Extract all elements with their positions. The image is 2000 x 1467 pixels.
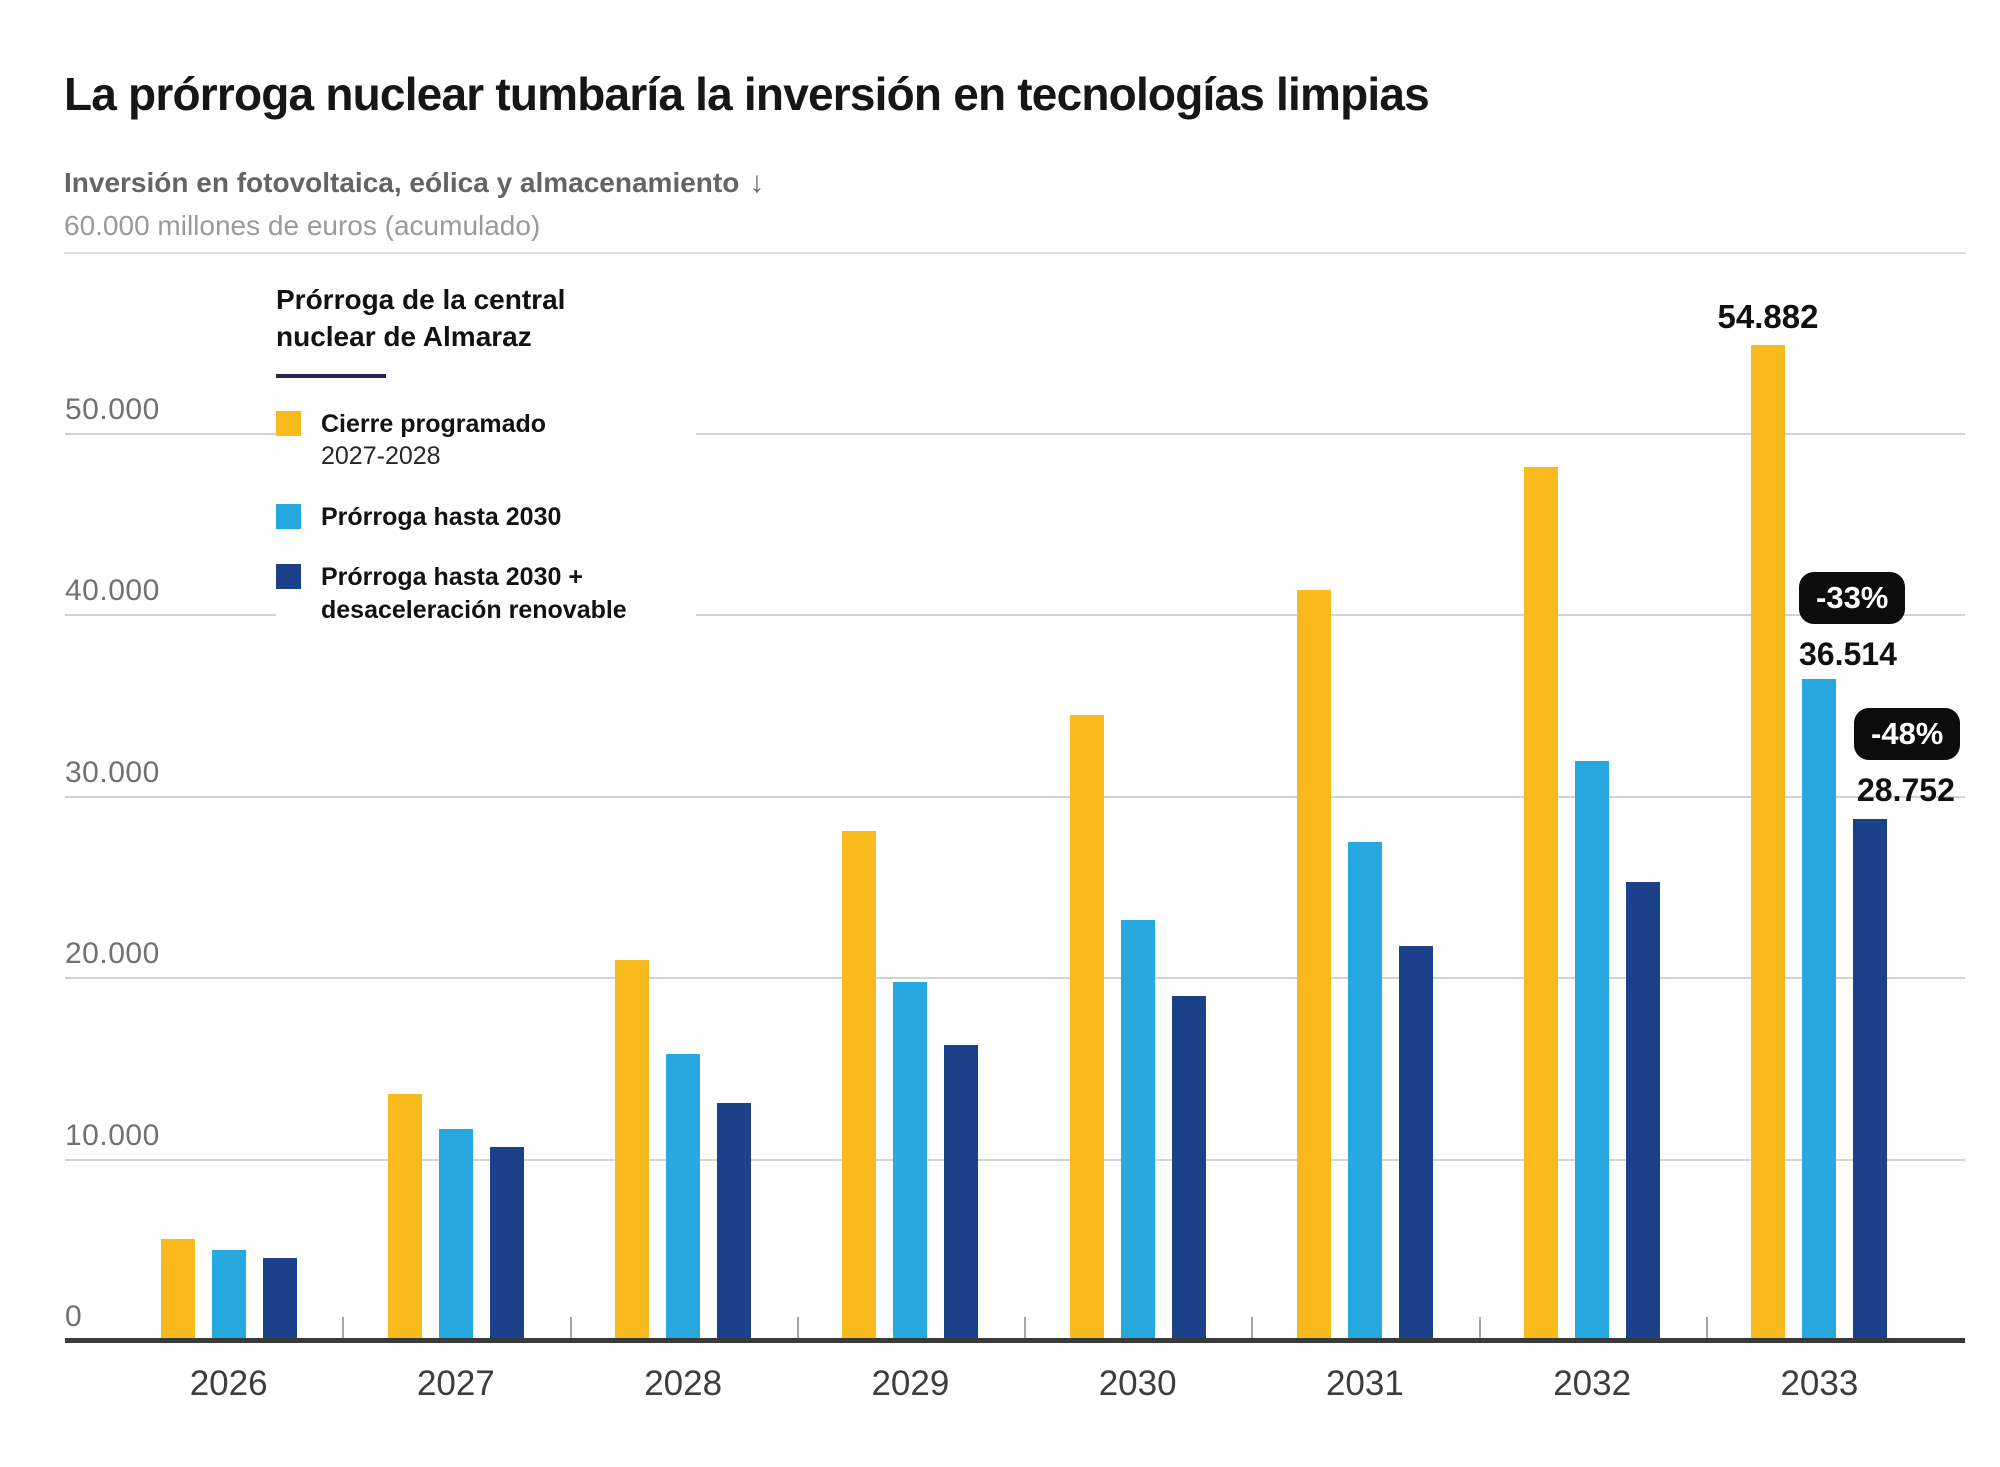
annotation-badge-minus48: -48% — [1854, 708, 1961, 760]
x-axis-label-2028: 2028 — [644, 1364, 723, 1403]
x-axis-label-2026: 2026 — [189, 1364, 268, 1403]
bar-2027-cierre-programado-2027-2028 — [387, 1094, 422, 1341]
bar-2031-cierre-programado-2027-2028 — [1296, 590, 1331, 1341]
bar-2031-pr-rroga-hasta-2030-desaceleraci-n-renovable — [1398, 946, 1433, 1341]
legend-item-label: Prórroga hasta 2030 + desaceleración ren… — [321, 563, 627, 624]
x-axis-labels: 2026 2027 2028 2029 2030 2031 2032 2033 — [115, 1364, 1933, 1404]
bar-2032-pr-rroga-hasta-2030 — [1575, 761, 1610, 1341]
arrow-down-icon: ↓ — [749, 166, 765, 199]
bar-2026-pr-rroga-hasta-2030-desaceleraci-n-renovable — [262, 1258, 297, 1341]
bar-2033-cierre-programado-2027-2028 — [1751, 345, 1786, 1341]
header-divider — [64, 252, 1966, 254]
x-axis-label-2029: 2029 — [871, 1364, 950, 1403]
gridline-10000 — [65, 1158, 1965, 1161]
bar-2030-cierre-programado-2027-2028 — [1069, 715, 1104, 1341]
annotation-peak-value: 54.882 — [1717, 298, 1819, 335]
bar-2033-pr-rroga-hasta-2030-desaceleraci-n-renovable — [1853, 819, 1888, 1341]
bar-2031-pr-rroga-hasta-2030 — [1347, 842, 1382, 1341]
x-axis-label-2030: 2030 — [1098, 1364, 1177, 1403]
gridline-30000 — [65, 795, 1965, 798]
legend-item-prorroga-2030: Prórroga hasta 2030 — [276, 501, 696, 534]
bar-group-2033 — [1706, 0, 1933, 1341]
bar-2028-pr-rroga-hasta-2030 — [666, 1054, 701, 1341]
bar-group-2030 — [1024, 0, 1251, 1341]
annotation-value-28752: 28.752 — [1857, 772, 1955, 808]
axis-units-note: 60.000 millones de euros (acumulado) — [64, 210, 541, 241]
legend-underline — [276, 373, 386, 378]
bar-2029-pr-rroga-hasta-2030 — [893, 982, 928, 1341]
bar-2032-pr-rroga-hasta-2030-desaceleraci-n-renovable — [1626, 882, 1661, 1341]
bar-2027-pr-rroga-hasta-2030-desaceleraci-n-renovable — [489, 1147, 524, 1341]
gridline-40000 — [65, 614, 1965, 617]
x-axis-tick — [342, 1317, 344, 1338]
legend-swatch-yellow — [276, 410, 301, 436]
x-axis-tick — [1024, 1317, 1026, 1338]
x-axis-label-2027: 2027 — [416, 1364, 495, 1403]
annotation-value-36514: 36.514 — [1799, 636, 1897, 672]
bar-2030-pr-rroga-hasta-2030 — [1120, 920, 1155, 1341]
bar-2030-pr-rroga-hasta-2030-desaceleraci-n-renovable — [1171, 996, 1206, 1341]
y-tick-label: 10.000 — [65, 1118, 160, 1152]
x-axis-line — [65, 1338, 1965, 1343]
x-axis-tick — [1251, 1317, 1253, 1338]
bar-group-2029 — [797, 0, 1024, 1341]
bar-group-2026 — [115, 0, 342, 1341]
x-axis-label-2031: 2031 — [1325, 1364, 1404, 1403]
gridline-50000 — [65, 433, 1965, 435]
legend-item-label: Cierre programado — [321, 409, 547, 438]
bar-group-2032 — [1479, 0, 1706, 1341]
x-axis-tick — [1706, 1317, 1708, 1338]
legend-swatch-lightblue — [276, 503, 301, 529]
bar-group-2028 — [570, 0, 797, 1341]
legend-items: Cierre programado 2027-2028 Prórroga has… — [276, 408, 696, 627]
bar-group-2027 — [342, 0, 569, 1341]
legend-item-cierre-programado: Cierre programado 2027-2028 — [276, 408, 696, 473]
bar-2027-pr-rroga-hasta-2030 — [438, 1129, 473, 1341]
bar-chart — [115, 0, 1933, 1341]
bar-group-2031 — [1251, 0, 1478, 1341]
bar-2029-pr-rroga-hasta-2030-desaceleraci-n-renovable — [944, 1045, 979, 1341]
x-axis-label-2033: 2033 — [1780, 1364, 1859, 1403]
subtitle-text: Inversión en fotovoltaica, eólica y alma… — [64, 167, 740, 198]
legend-item-prorroga-desaceleracion: Prórroga hasta 2030 + desaceleración ren… — [276, 561, 696, 626]
legend-swatch-darkblue — [276, 564, 301, 590]
bar-2029-cierre-programado-2027-2028 — [842, 831, 877, 1341]
page-title: La prórroga nuclear tumbaría la inversió… — [64, 67, 1430, 120]
bar-2028-pr-rroga-hasta-2030-desaceleraci-n-renovable — [717, 1103, 752, 1341]
y-tick-label: 50.000 — [65, 393, 160, 426]
chart-subtitle: Inversión en fotovoltaica, eólica y alma… — [64, 166, 764, 200]
chart-legend: Prórroga de la central nuclear de Almara… — [276, 282, 696, 661]
y-tick-label: 20.000 — [65, 937, 160, 971]
y-tick-label: 0 — [65, 1300, 83, 1333]
y-tick-label: 40.000 — [65, 574, 160, 608]
legend-title: Prórroga de la central nuclear de Almara… — [276, 284, 566, 352]
gridline-20000 — [65, 977, 1965, 980]
bar-2032-cierre-programado-2027-2028 — [1524, 467, 1559, 1341]
x-axis-tick — [797, 1317, 799, 1338]
annotation-badge-minus33: -33% — [1799, 572, 1906, 624]
bar-2026-pr-rroga-hasta-2030 — [211, 1250, 246, 1341]
bar-2028-cierre-programado-2027-2028 — [615, 960, 650, 1341]
legend-item-label: Prórroga hasta 2030 — [321, 502, 562, 531]
bar-2033-pr-rroga-hasta-2030 — [1802, 679, 1837, 1341]
x-axis-tick — [570, 1317, 572, 1338]
x-axis-label-2032: 2032 — [1553, 1364, 1632, 1403]
y-tick-label: 30.000 — [65, 755, 160, 789]
x-axis-tick — [1479, 1317, 1481, 1338]
bar-2026-cierre-programado-2027-2028 — [160, 1239, 195, 1341]
legend-item-sublabel: 2027-2028 — [321, 442, 441, 471]
